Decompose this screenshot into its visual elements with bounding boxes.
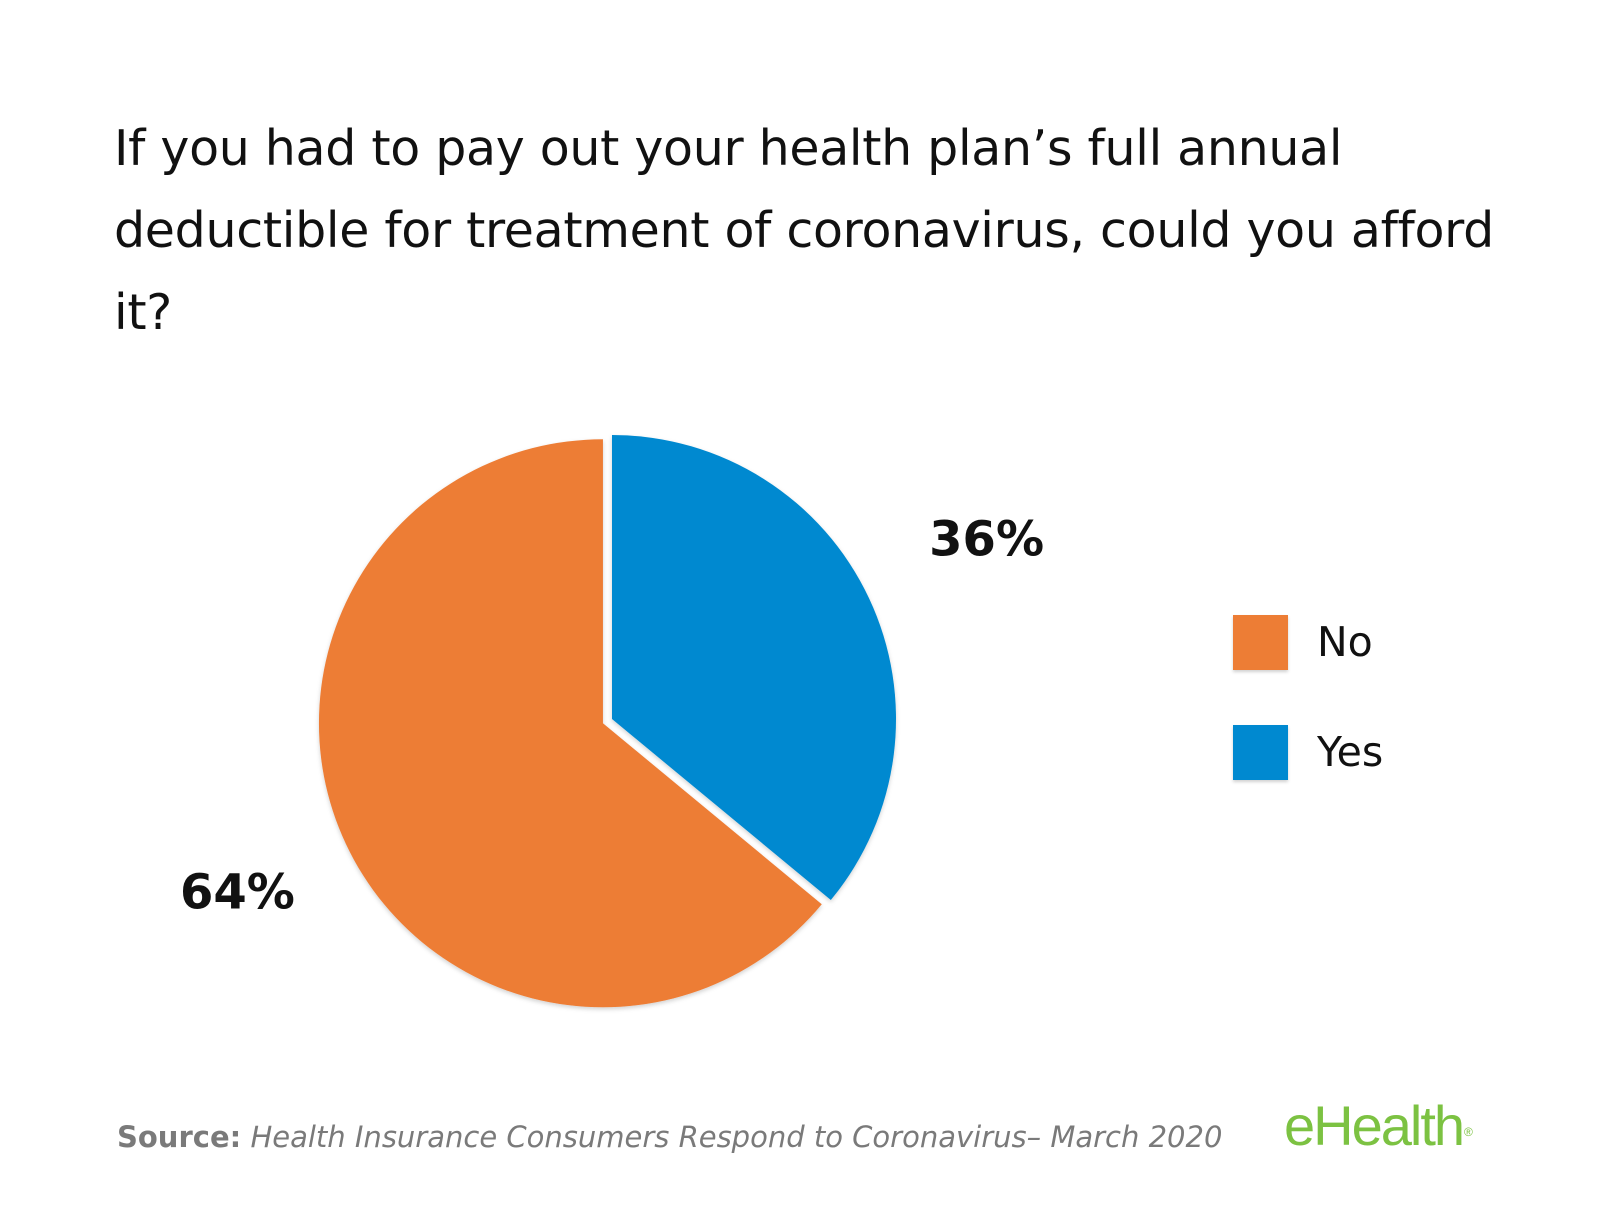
- data-label-no: 64%: [180, 864, 295, 920]
- legend: No Yes: [1233, 614, 1383, 834]
- legend-item-yes: Yes: [1233, 724, 1383, 780]
- data-label-yes: 36%: [929, 512, 1044, 568]
- legend-item-no: No: [1233, 614, 1383, 670]
- registered-mark: ®: [1464, 1125, 1473, 1139]
- source-label: Source:: [117, 1120, 241, 1154]
- logo-text: eHealth: [1284, 1094, 1463, 1157]
- source-text: Health Insurance Consumers Respond to Co…: [250, 1120, 1222, 1154]
- legend-swatch-no: [1233, 615, 1288, 670]
- legend-label-no: No: [1317, 614, 1373, 670]
- source-note: Source: Health Insurance Consumers Respo…: [117, 1120, 1222, 1154]
- ehealth-logo: eHealth®: [1284, 1096, 1473, 1156]
- legend-swatch-yes: [1233, 725, 1288, 780]
- legend-label-yes: Yes: [1317, 724, 1383, 780]
